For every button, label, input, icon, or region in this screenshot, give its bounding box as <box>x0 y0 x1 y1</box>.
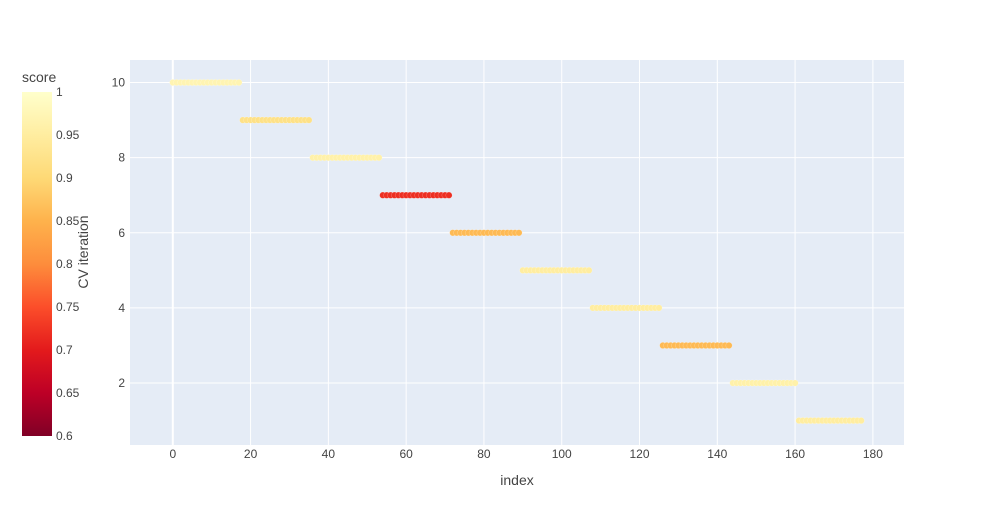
series-cv-5 <box>519 266 593 274</box>
data-point <box>725 342 733 349</box>
data-point <box>655 304 663 312</box>
colorbar-tick-label: 0.95 <box>56 128 80 142</box>
colorbar-tick-label: 0.75 <box>56 300 80 314</box>
colorbar <box>22 92 52 436</box>
x-axis-ticks: 0 20 40 60 80 100 120 140 160 180 <box>169 447 883 461</box>
x-tick-label: 80 <box>477 447 491 461</box>
colorbar-ticks: 0.6 0.65 0.7 0.75 0.8 0.85 0.9 0.95 1 <box>56 85 80 443</box>
x-tick-label: 0 <box>169 447 176 461</box>
data-point <box>305 116 313 124</box>
y-axis-ticks: 2 4 6 8 10 <box>112 76 126 390</box>
colorbar-tick-label: 0.9 <box>56 171 73 185</box>
colorbar-tick-label: 0.6 <box>56 429 73 443</box>
x-tick-label: 100 <box>552 447 572 461</box>
colorbar-tick-label: 0.65 <box>56 386 80 400</box>
x-axis-title: index <box>500 472 533 488</box>
x-tick-label: 140 <box>707 447 727 461</box>
series-cv-7 <box>379 191 453 199</box>
colorbar-tick-label: 0.7 <box>56 343 73 357</box>
y-tick-label: 4 <box>118 301 125 315</box>
x-tick-label: 160 <box>785 447 805 461</box>
colorbar-title: score <box>22 69 56 85</box>
series-cv-3 <box>659 342 733 349</box>
y-tick-label: 10 <box>112 76 126 90</box>
x-tick-label: 60 <box>399 447 413 461</box>
y-tick-label: 8 <box>118 151 125 165</box>
data-markers <box>169 79 865 425</box>
y-axis-title: CV iteration <box>75 215 91 288</box>
series-cv-10 <box>169 79 243 86</box>
colorbar-tick-label: 0.8 <box>56 257 73 271</box>
series-cv-8 <box>309 154 383 162</box>
colorbar-tick-label: 1 <box>56 85 63 99</box>
series-cv-2 <box>729 379 799 387</box>
series-cv-9 <box>239 116 313 124</box>
data-point <box>375 154 383 162</box>
data-point <box>445 191 453 199</box>
data-point <box>585 266 593 274</box>
series-cv-6 <box>449 229 523 237</box>
colorbar-tick-label: 0.85 <box>56 214 80 228</box>
data-point <box>515 229 523 237</box>
x-tick-label: 40 <box>322 447 336 461</box>
y-tick-label: 2 <box>118 376 125 390</box>
y-tick-label: 6 <box>118 226 125 240</box>
data-point <box>857 417 865 425</box>
data-point <box>235 79 243 86</box>
data-point <box>791 379 799 387</box>
x-tick-label: 180 <box>863 447 883 461</box>
series-cv-1 <box>795 417 865 425</box>
series-cv-4 <box>589 304 663 312</box>
x-tick-label: 120 <box>630 447 650 461</box>
x-tick-label: 20 <box>244 447 258 461</box>
